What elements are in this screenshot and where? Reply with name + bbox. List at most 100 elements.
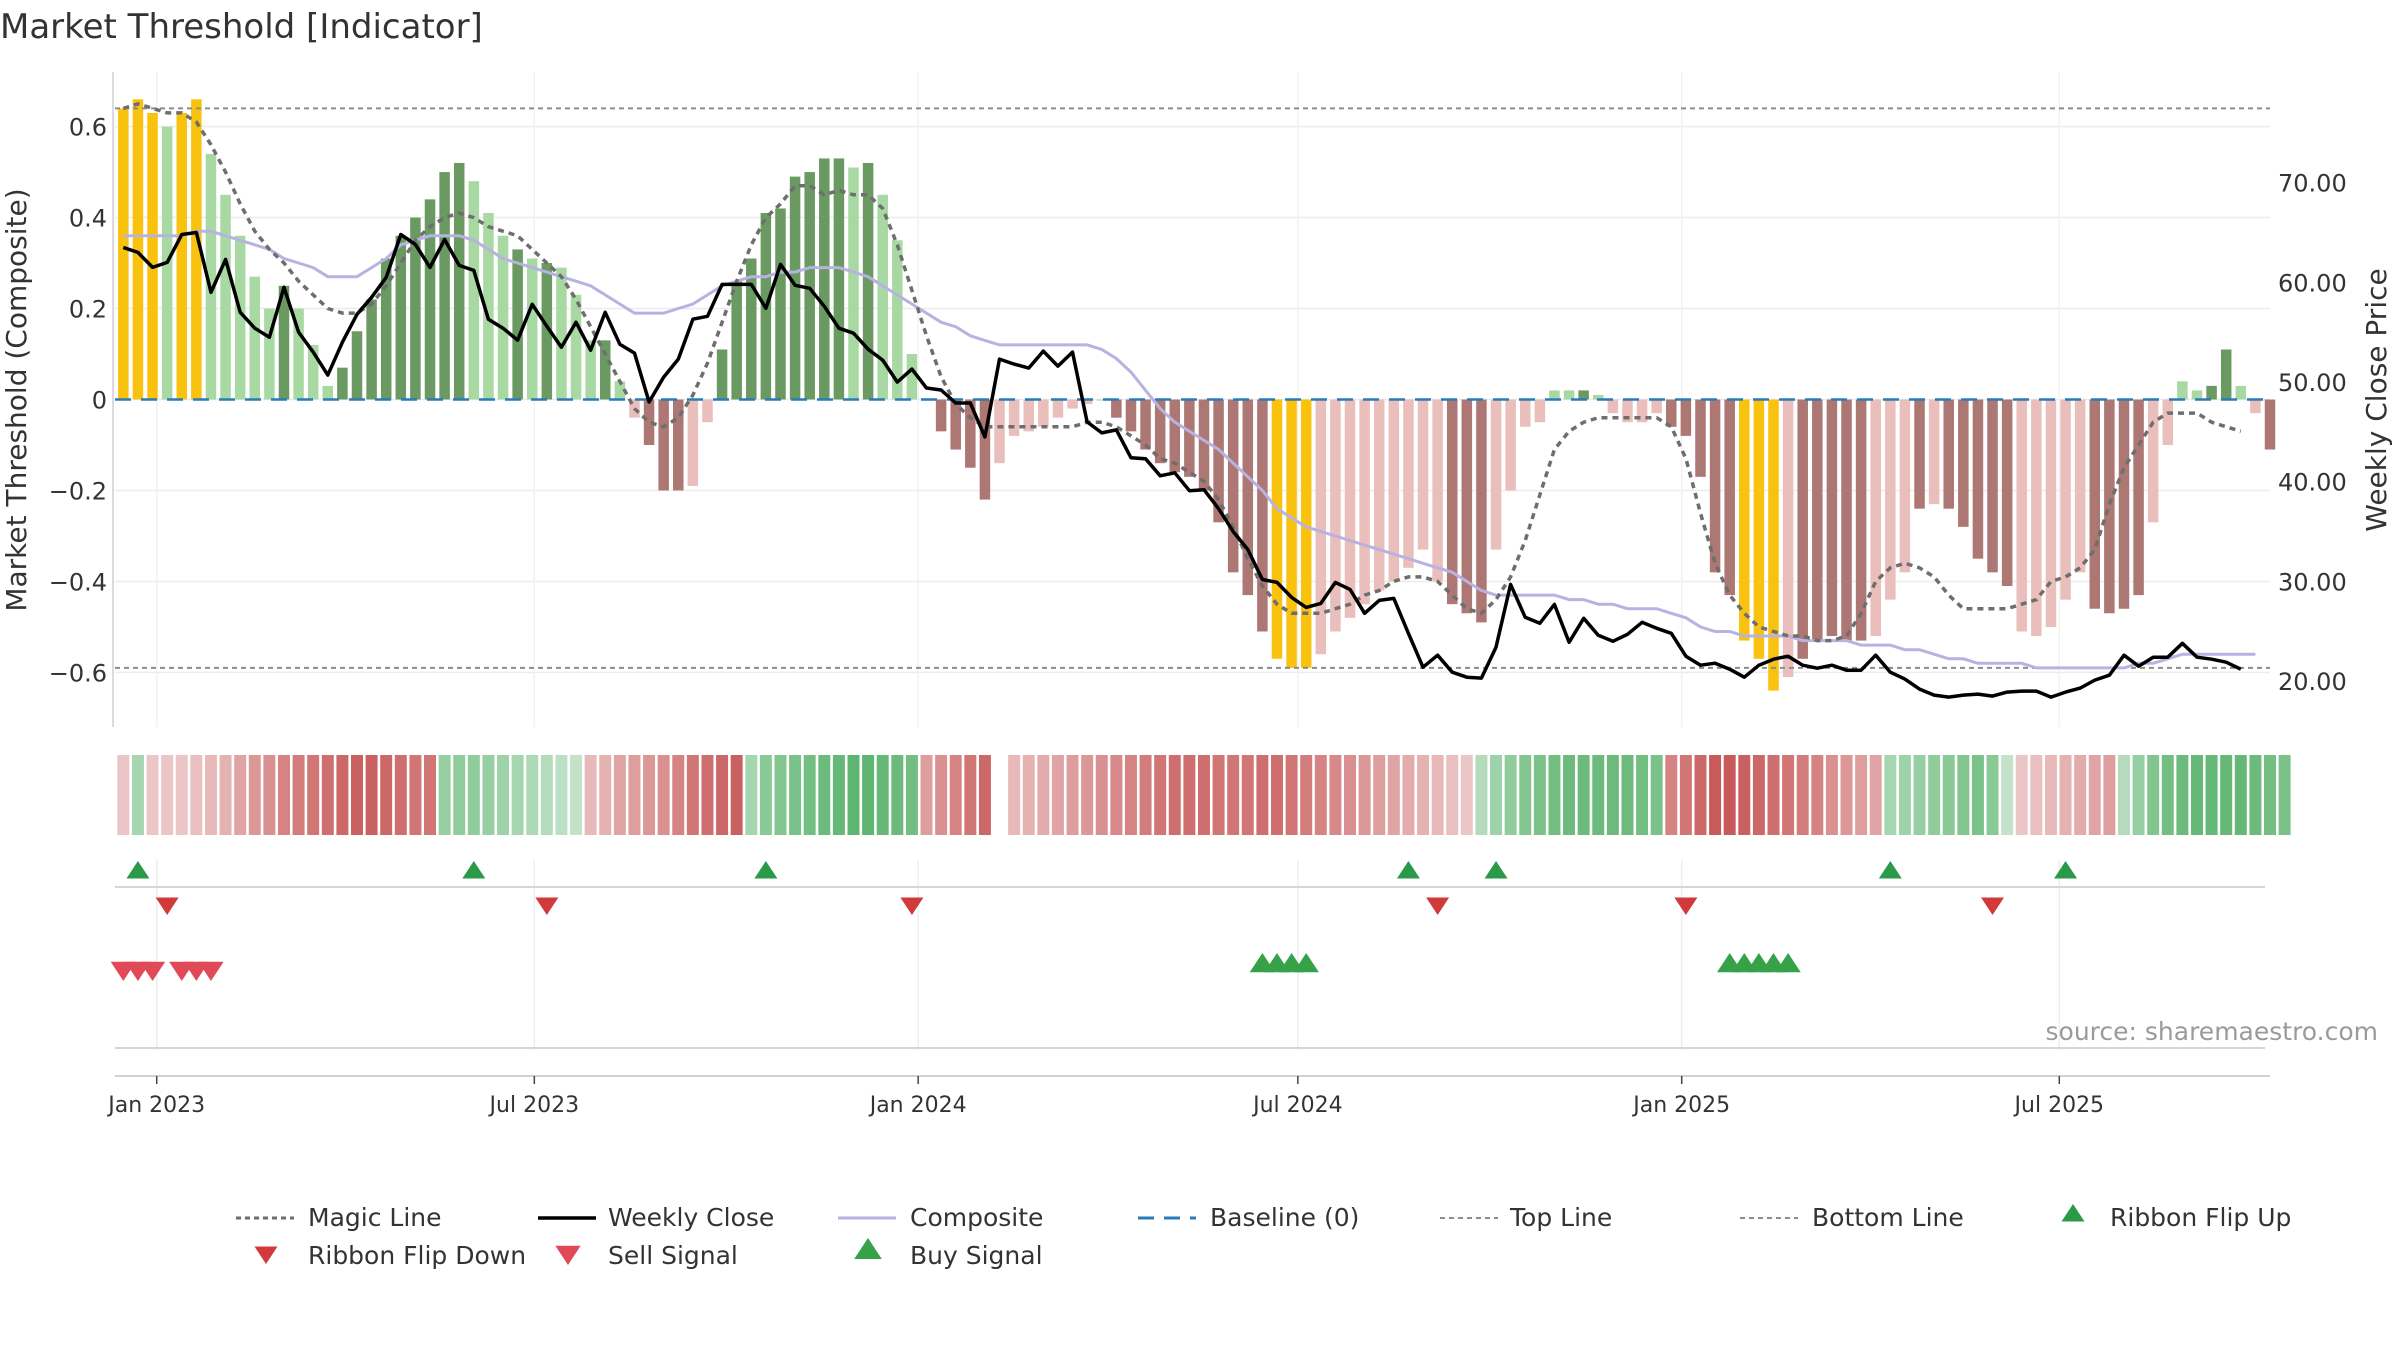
composite-bar <box>1257 399 1268 632</box>
ribbon-cell <box>190 755 203 835</box>
ribbon-cell <box>1037 755 1050 835</box>
ribbon-cell <box>1782 755 1795 835</box>
composite-bar <box>1768 399 1779 691</box>
ribbon-cell <box>789 755 802 835</box>
ribbon-cell <box>2001 755 2014 835</box>
composite-bar <box>453 162 465 400</box>
y2-tick-label: 70.00 <box>2278 170 2347 198</box>
legend-buy-swatch <box>854 1238 882 1259</box>
composite-bar <box>395 235 407 400</box>
ribbon-cell <box>2176 755 2189 835</box>
ribbon-cell <box>336 755 349 835</box>
composite-bar <box>1067 399 1078 409</box>
composite-bar <box>1724 399 1735 596</box>
composite-bar <box>1417 399 1429 550</box>
ribbon-cell <box>1548 755 1561 835</box>
ribbon-cell <box>1577 755 1590 835</box>
ribbon-cell <box>1942 755 1955 835</box>
ribbon-cell <box>1840 755 1853 835</box>
composite-bar <box>1578 390 1589 400</box>
ribbon-cell <box>1723 755 1736 835</box>
ribbon-flip-up-marker <box>1396 861 1420 879</box>
composite-bar <box>2147 399 2159 523</box>
composite-bar <box>658 399 669 491</box>
magic-line <box>122 101 2242 643</box>
ribbon-cell <box>730 755 743 835</box>
composite-bar <box>1549 390 1560 400</box>
ribbon-panel <box>117 755 2291 835</box>
ribbon-cell <box>1022 755 1035 835</box>
ribbon-cell <box>1752 755 1765 835</box>
legend-buy-label: Buy Signal <box>910 1241 1043 1270</box>
legend-flip-up-swatch <box>2061 1204 2085 1222</box>
composite-bar <box>2001 399 2013 586</box>
composite-bar <box>1125 399 1137 432</box>
composite-bar <box>1622 399 1633 423</box>
composite-bar <box>2089 399 2101 609</box>
composite-bar <box>1505 399 1516 491</box>
composite-bar <box>702 399 713 423</box>
ribbon-cell <box>234 755 247 835</box>
composite-bar <box>1023 399 1034 432</box>
composite-bar <box>950 399 961 450</box>
ribbon-flip-up-marker <box>1878 861 1902 879</box>
ribbon-cell <box>307 755 320 835</box>
buy-sell-signal-panel <box>110 953 2265 1049</box>
composite-bar <box>322 385 334 400</box>
ribbon-cell <box>2249 755 2262 835</box>
ribbon-cell <box>1344 755 1356 835</box>
ribbon-cell <box>1066 755 1079 835</box>
ribbon-cell <box>2074 755 2087 835</box>
ribbon-cell <box>1227 755 1240 835</box>
x-tick-label: Jan 2024 <box>868 1093 967 1118</box>
composite-bar <box>147 112 158 400</box>
composite-bar <box>1695 399 1706 477</box>
composite-bar <box>833 158 845 400</box>
composite-bar <box>614 381 626 400</box>
legend-bottom-label: Bottom Line <box>1812 1203 1964 1232</box>
ribbon-cell <box>438 755 451 835</box>
ribbon-cell <box>380 755 393 835</box>
composite-bar <box>687 399 699 486</box>
composite-bar <box>1184 399 1195 477</box>
ribbon-cell <box>2117 755 2130 835</box>
composite-bar <box>293 308 304 400</box>
buy-signal-marker <box>1775 953 1801 973</box>
ribbon-cell <box>482 755 495 835</box>
x-tick-label: Jul 2023 <box>488 1093 580 1118</box>
ribbon-cell <box>292 755 305 835</box>
ribbon-cell <box>1285 755 1298 835</box>
composite-bar <box>234 235 246 400</box>
sell-signal-marker <box>198 961 224 981</box>
ribbon-cell <box>628 755 641 835</box>
ribbon-cell <box>2147 755 2160 835</box>
composite-bar <box>1563 390 1575 400</box>
ribbon-flip-up-marker <box>1484 861 1508 879</box>
ribbon-cell <box>1081 755 1094 835</box>
ribbon-cell <box>1694 755 1707 835</box>
ribbon-cell <box>2103 755 2116 835</box>
composite-bar <box>176 112 188 400</box>
ribbon-cell <box>1650 755 1663 835</box>
composite-bar <box>1052 399 1064 418</box>
ribbon-cell <box>2132 755 2145 835</box>
composite-bar <box>1709 399 1721 573</box>
ribbon-cell <box>905 755 918 835</box>
composite-bar <box>2264 399 2276 450</box>
ribbon-cell <box>1212 755 1225 835</box>
composite-bar <box>556 267 567 400</box>
ribbon-cell <box>657 755 670 835</box>
composite-bar <box>599 340 611 400</box>
ribbon-cell <box>204 755 217 835</box>
ribbon-cell <box>175 755 188 835</box>
ribbon-cell <box>2220 755 2233 835</box>
composite-bar <box>2031 399 2042 637</box>
composite-bar <box>1987 399 1998 573</box>
ribbon-cell <box>935 755 948 835</box>
composite-bar <box>249 276 261 400</box>
ribbon-cell <box>1387 755 1400 835</box>
composite-bar <box>1300 399 1312 668</box>
ribbon-cell <box>1825 755 1838 835</box>
composite-bar <box>570 294 582 400</box>
